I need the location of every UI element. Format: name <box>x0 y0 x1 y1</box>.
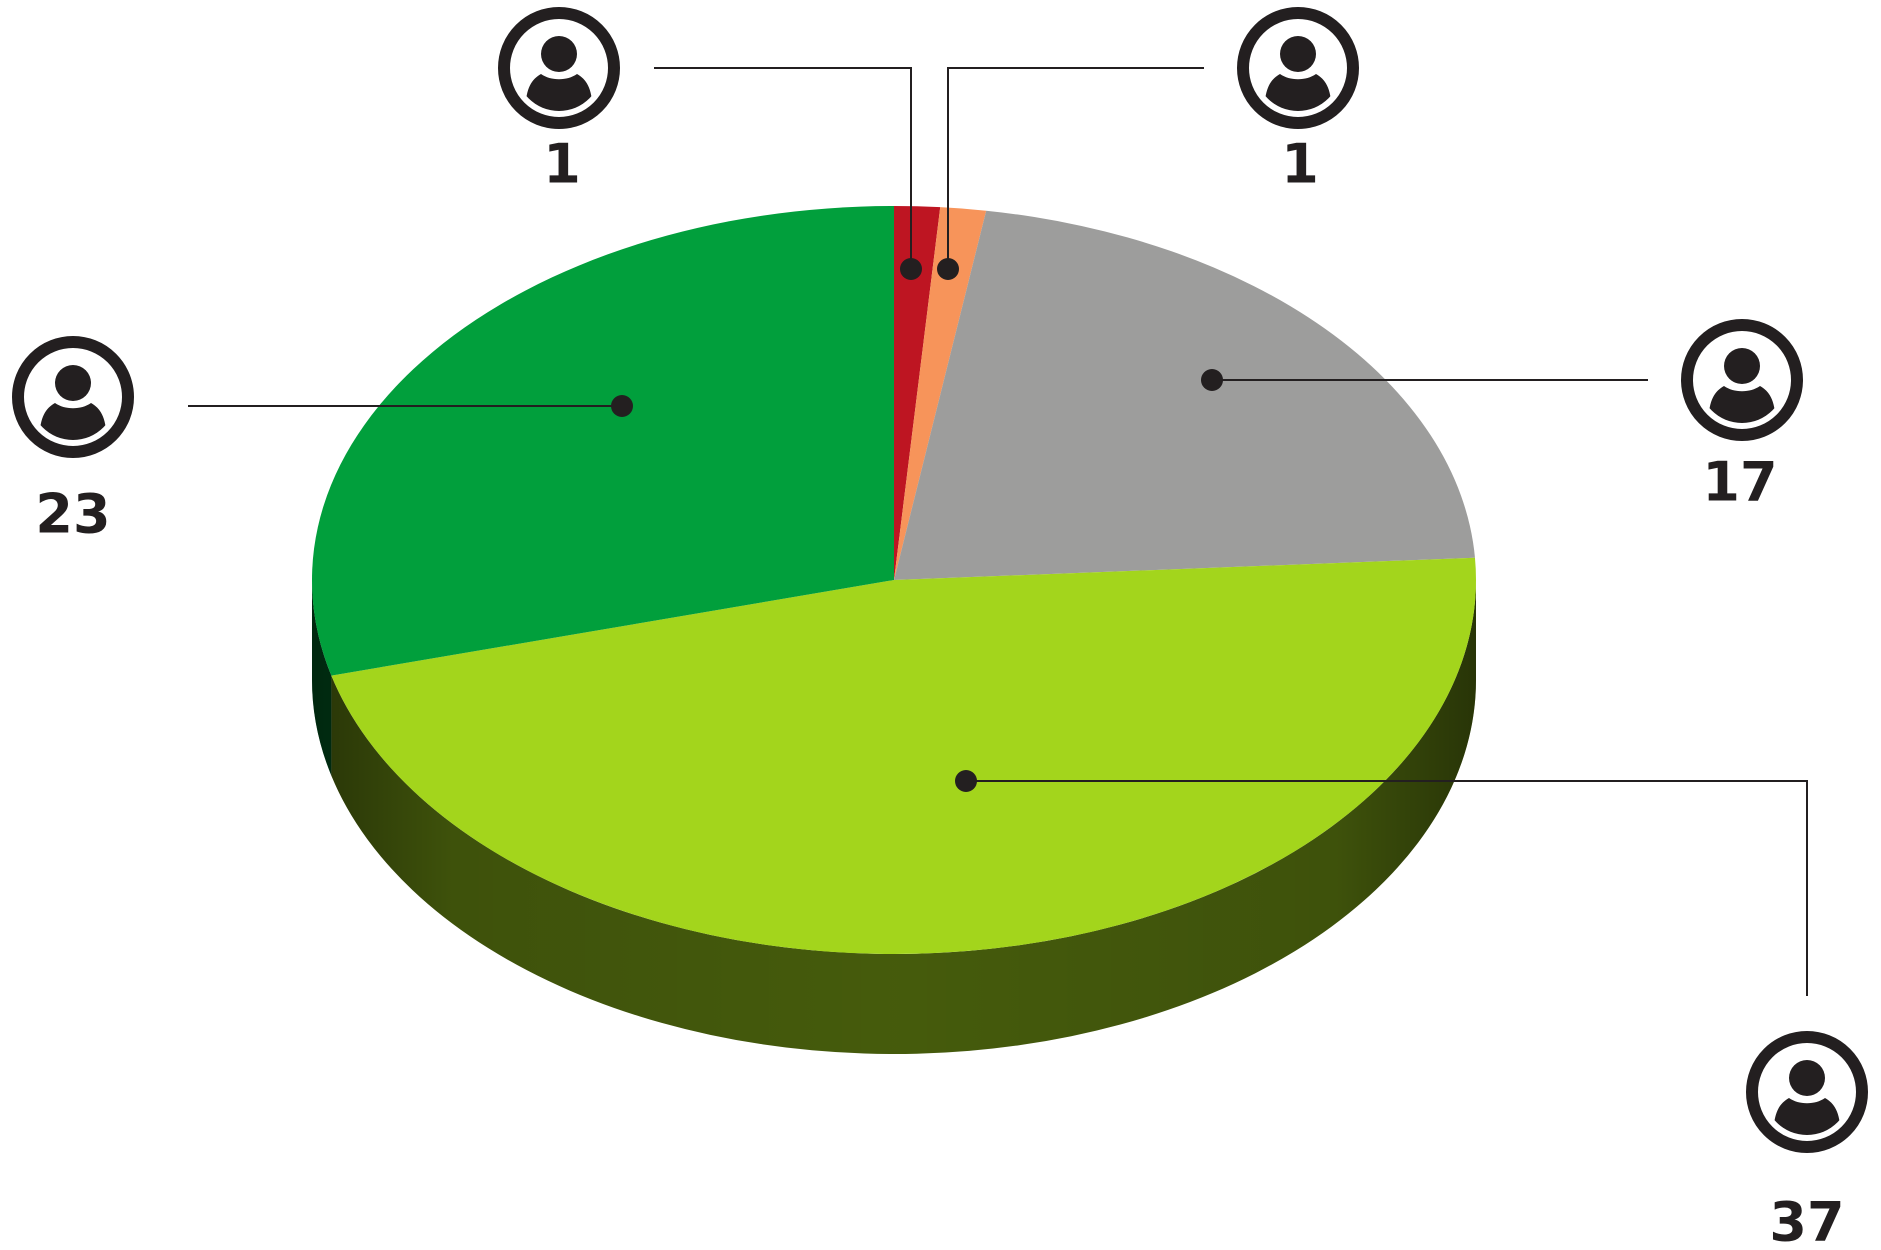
icon-head <box>541 36 577 72</box>
person-icon <box>1237 7 1359 129</box>
icon-head <box>55 365 91 401</box>
value-label: 1 <box>1281 133 1319 196</box>
icon-body-clip <box>525 74 593 111</box>
pie-slice <box>894 206 941 580</box>
leader-dot <box>611 395 633 417</box>
leader-line <box>654 67 912 269</box>
leader-line <box>966 780 1808 996</box>
pie-slice <box>894 207 987 580</box>
icon-body <box>39 403 107 440</box>
icon-body-clip <box>39 403 107 440</box>
icon-body <box>525 74 593 111</box>
person-icon <box>12 336 134 458</box>
icon-head <box>1724 348 1760 384</box>
icon-body <box>1264 74 1332 111</box>
leader-line <box>947 67 1204 269</box>
leader-dot <box>937 258 959 280</box>
icon-body-clip <box>1708 386 1776 423</box>
icon-body <box>1773 1098 1841 1135</box>
icon-head <box>1280 36 1316 72</box>
person-icon <box>1681 319 1803 441</box>
icon-head <box>1789 1060 1825 1096</box>
pie-slice <box>312 206 894 676</box>
icon-body-clip <box>1773 1098 1841 1135</box>
person-icon <box>498 7 620 129</box>
pie-slice <box>894 210 1475 580</box>
value-label: 17 <box>1702 451 1777 514</box>
callouts: 1 1 17 37 23 <box>12 7 1868 1250</box>
icon-body <box>1708 386 1776 423</box>
pie-side-group <box>312 580 1476 1055</box>
leader-dot <box>900 258 922 280</box>
pie-top-group <box>312 206 1476 955</box>
person-icon <box>1746 1031 1868 1153</box>
leader-dot <box>1201 369 1223 391</box>
value-label: 23 <box>35 483 110 546</box>
value-label: 1 <box>543 133 581 196</box>
pie-side-shade <box>312 580 1476 1054</box>
leader-dot <box>955 770 977 792</box>
value-label: 37 <box>1769 1191 1844 1250</box>
pie-slice <box>331 557 1476 955</box>
icon-body-clip <box>1264 74 1332 111</box>
